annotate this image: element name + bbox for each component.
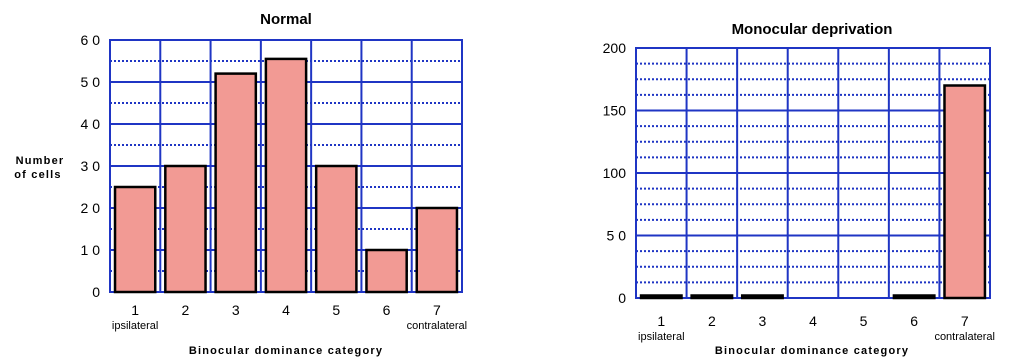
bar-category-6: [892, 294, 936, 300]
bar-category-4: [264, 57, 308, 294]
bar-category-3: [214, 72, 258, 294]
y-tick-label: 5 0: [81, 74, 101, 90]
bar-category-2: [690, 294, 734, 300]
y-tick-label: 2 0: [81, 200, 101, 216]
x-tick-label: 7: [433, 302, 441, 318]
y-tick-label: 0: [92, 284, 100, 300]
x-tick-label: 6: [910, 313, 918, 329]
x-tick-sublabel: contralateral: [934, 331, 995, 343]
chart-title: Monocular deprivation: [732, 21, 893, 38]
x-axis-label: Binocular dominance category: [189, 345, 383, 357]
bar-category-3: [740, 294, 784, 300]
y-tick-label: 200: [603, 40, 627, 56]
x-tick-sublabel: contralateral: [407, 320, 468, 332]
y-tick-label: 0: [618, 290, 626, 306]
x-tick-label: 3: [232, 302, 240, 318]
chart-title: Normal: [260, 11, 312, 28]
chart-normal: Normal Number of cells 0 1 0 2 0 3 0 4 0 5 0 6…: [14, 11, 467, 357]
y-tick-label: 6 0: [81, 32, 101, 48]
x-tick-label: 1: [657, 313, 665, 329]
y-tick-label: 4 0: [81, 116, 101, 132]
x-tick-sublabel: ipsilateral: [112, 320, 158, 332]
y-axis-label-line-1: Number: [16, 155, 65, 167]
x-tick-label: 2: [708, 313, 716, 329]
bar-category-1: [639, 294, 683, 300]
x-tick-label: 7: [961, 313, 969, 329]
x-tick-label: 1: [131, 302, 139, 318]
x-tick-label: 5: [332, 302, 340, 318]
y-tick-label: 100: [603, 165, 627, 181]
x-tick-label: 2: [182, 302, 190, 318]
x-tick-label: 5: [860, 313, 868, 329]
y-axis-label: Number of cells: [14, 155, 65, 181]
x-tick-label: 3: [759, 313, 767, 329]
x-tick-sublabel: ipsilateral: [638, 331, 684, 343]
bar-category-7: [415, 206, 459, 294]
y-tick-label: 1 0: [81, 242, 101, 258]
bar-category-2: [164, 164, 207, 294]
bar-category-7: [943, 84, 987, 300]
bar-category-1: [113, 185, 157, 294]
y-axis-label-line-2: of cells: [14, 169, 62, 181]
x-axis-label: Binocular dominance category: [715, 345, 909, 357]
bar-category-5: [314, 164, 358, 294]
y-tick-label: 3 0: [81, 158, 101, 174]
y-tick-label: 5 0: [607, 228, 627, 244]
plot-frame: [635, 47, 991, 299]
y-tick-label: 150: [603, 103, 627, 119]
x-tick-label: 6: [383, 302, 391, 318]
x-tick-label: 4: [809, 313, 817, 329]
x-tick-label: 4: [282, 302, 290, 318]
bar-category-6: [365, 248, 408, 294]
